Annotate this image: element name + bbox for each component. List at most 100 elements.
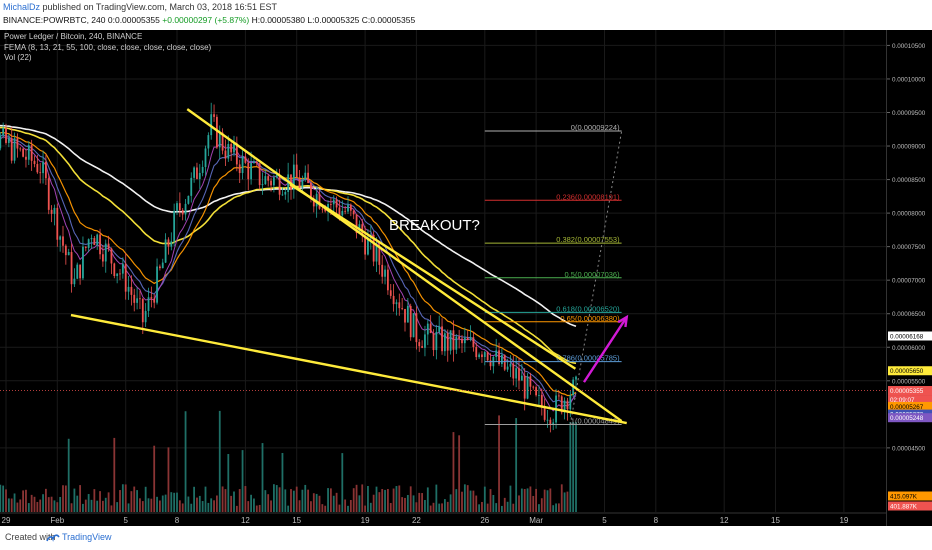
volume-bar [421, 493, 423, 512]
candle-body [384, 269, 386, 277]
candle-body [233, 143, 235, 153]
candle [42, 150, 44, 184]
candle-body [475, 347, 478, 358]
volume-bar [90, 499, 93, 512]
candle-body [227, 143, 230, 159]
candle [295, 153, 298, 178]
volume-bar [139, 498, 141, 512]
volume-bar [59, 496, 62, 512]
volume-bar [486, 503, 489, 512]
candle [267, 174, 270, 187]
volume-bar [210, 498, 213, 512]
candle [127, 275, 130, 300]
candle [233, 135, 235, 157]
publish-text: published on TradingView.com, March 03, … [42, 2, 278, 12]
candle-body [275, 174, 278, 178]
candle-body [64, 245, 67, 256]
volume-bar [384, 489, 386, 512]
fib-level-label: 0.382(0.00007553) [556, 235, 620, 244]
candle [221, 128, 224, 155]
candle [290, 174, 292, 200]
candle-body [404, 309, 406, 323]
candle [184, 199, 187, 221]
candle [307, 164, 309, 184]
candle-body [529, 376, 532, 387]
volume-bar [355, 484, 358, 512]
candle-body [552, 422, 555, 425]
author-link[interactable]: MichalDz [3, 2, 41, 12]
candle-body [19, 148, 22, 150]
volume-bar [321, 504, 324, 512]
candle [501, 348, 503, 367]
candle [298, 170, 301, 189]
candle-body [244, 156, 247, 163]
candle [5, 123, 7, 145]
volume-bar [292, 490, 295, 512]
volume-bar [76, 495, 79, 512]
candle [207, 132, 210, 157]
volume-bar [315, 493, 318, 512]
candle [273, 174, 275, 193]
candle [247, 158, 250, 191]
candle-body [515, 368, 518, 379]
candle-body [213, 114, 215, 117]
candle-body [518, 368, 520, 381]
candle [415, 306, 418, 350]
candle [435, 324, 438, 360]
volume-bar [233, 491, 235, 512]
candle [438, 315, 441, 335]
candle-body [167, 239, 170, 247]
tradingview-brand[interactable]: TradingView [62, 532, 112, 542]
inner-trend-line [289, 183, 577, 370]
volume-bar [540, 498, 543, 512]
x-tick-label: 29 [2, 516, 11, 525]
volume-bar [349, 499, 352, 512]
breakout-annotation: BREAKOUT? [389, 217, 480, 234]
candle-body [421, 346, 423, 348]
candle [389, 284, 392, 299]
y-tick-label: 0.00006500 [892, 311, 926, 318]
candle [409, 303, 412, 341]
candle [170, 232, 173, 251]
y-tick-label: 0.00007000 [892, 278, 926, 285]
volume-bar [509, 485, 512, 512]
fib-level-label: 0.618(0.00006520) [556, 304, 620, 313]
candle-body [332, 199, 335, 205]
candle-body [22, 148, 24, 157]
volume-bar [7, 498, 10, 512]
x-tick-label: 22 [412, 516, 421, 525]
volume-bar [13, 493, 16, 512]
high-value: 0.00005380 [260, 15, 306, 25]
candle [270, 177, 272, 192]
volume-bars [0, 410, 577, 512]
candle-body [110, 248, 113, 264]
candle-body [82, 246, 84, 279]
volume-bar [381, 488, 384, 512]
volume-bar [332, 495, 335, 512]
y-grid [0, 44, 886, 449]
candle-body [441, 326, 443, 352]
volume-bar [361, 484, 364, 512]
volume-bar [124, 484, 127, 512]
candle [292, 154, 295, 199]
volume-bar [104, 497, 107, 512]
candle-body [324, 208, 327, 212]
candle [153, 294, 156, 309]
volume-bar [335, 492, 338, 512]
footer-bar: Created with TradingView [0, 526, 932, 550]
candle [2, 122, 5, 139]
chart-pane[interactable]: 29Feb581215192226Mar58121519220(0.000092… [0, 30, 900, 526]
candle-body [84, 246, 87, 248]
price-chart-svg[interactable]: 29Feb581215192226Mar58121519220(0.000092… [0, 30, 900, 526]
candle [349, 203, 352, 217]
candle [284, 188, 287, 200]
price-axis[interactable]: 0.00010500 0.00010000 0.00009500 0.00009000… [886, 30, 932, 526]
volume-bar [429, 505, 432, 512]
close-value: 0.00005355 [370, 15, 416, 25]
candle-body [335, 199, 338, 208]
volume-bar [216, 495, 218, 512]
y-tick-label: 0.00008000 [892, 211, 926, 218]
candle-body [176, 203, 178, 211]
volume-bar [444, 499, 446, 512]
candle-body [375, 245, 378, 262]
